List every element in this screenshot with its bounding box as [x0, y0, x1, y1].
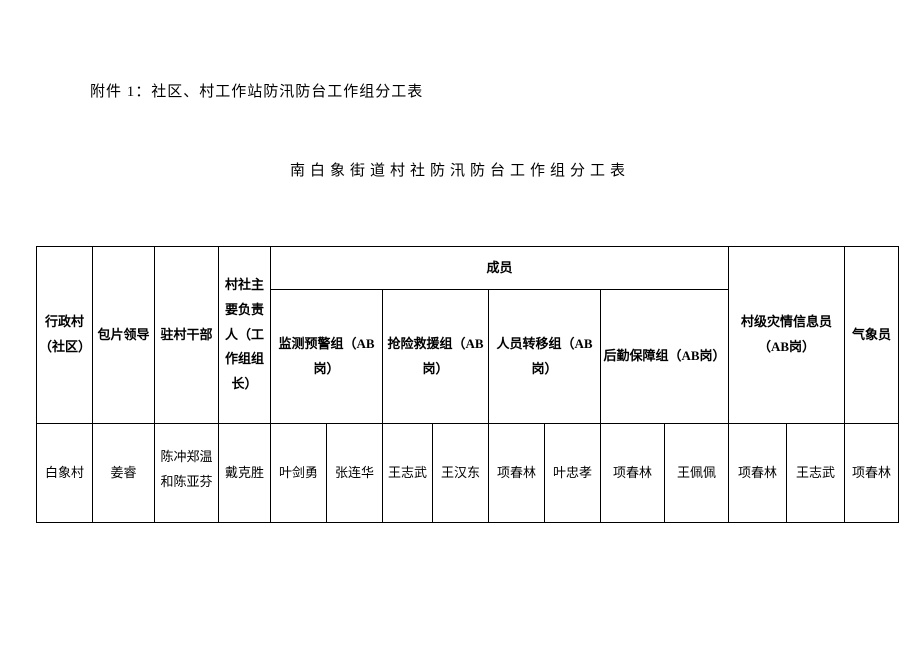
header-head: 村社主要负责人（工作组组长） [219, 247, 271, 424]
cell-transfer-a: 项春林 [489, 424, 545, 523]
cell-monitor-b: 张连华 [327, 424, 383, 523]
table-row: 白象村 姜睿 陈冲郑温和陈亚芬 戴克胜 叶剑勇 张连华 王志武 王汉东 项春林 … [37, 424, 899, 523]
cell-weather: 项春林 [845, 424, 899, 523]
cell-village: 白象村 [37, 424, 93, 523]
header-logistics: 后勤保障组（AB岗） [601, 290, 729, 424]
cell-head: 戴克胜 [219, 424, 271, 523]
header-village: 行政村（社区） [37, 247, 93, 424]
header-transfer: 人员转移组（AB岗） [489, 290, 601, 424]
assignment-table: 行政村（社区） 包片领导 驻村干部 村社主要负责人（工作组组长） 成员 村级灾情… [36, 246, 899, 523]
cell-info-b: 王志武 [787, 424, 845, 523]
header-info: 村级灾情信息员（AB岗） [729, 247, 845, 424]
cell-info-a: 项春林 [729, 424, 787, 523]
header-rescue: 抢险救援组（AB岗） [383, 290, 489, 424]
cell-logistics-b: 王佩佩 [665, 424, 729, 523]
cell-cadre: 陈冲郑温和陈亚芬 [155, 424, 219, 523]
header-weather: 气象员 [845, 247, 899, 424]
attachment-label: 附件 1：社区、村工作站防汛防台工作组分工表 [90, 80, 884, 101]
cell-monitor-a: 叶剑勇 [271, 424, 327, 523]
cell-logistics-a: 项春林 [601, 424, 665, 523]
cell-rescue-a: 王志武 [383, 424, 433, 523]
page-title: 南白象街道村社防汛防台工作组分工表 [36, 159, 884, 180]
header-members: 成员 [271, 247, 729, 290]
header-leader: 包片领导 [93, 247, 155, 424]
cell-rescue-b: 王汉东 [433, 424, 489, 523]
cell-leader: 姜睿 [93, 424, 155, 523]
header-cadre: 驻村干部 [155, 247, 219, 424]
header-monitor: 监测预警组（AB岗） [271, 290, 383, 424]
cell-transfer-b: 叶忠孝 [545, 424, 601, 523]
